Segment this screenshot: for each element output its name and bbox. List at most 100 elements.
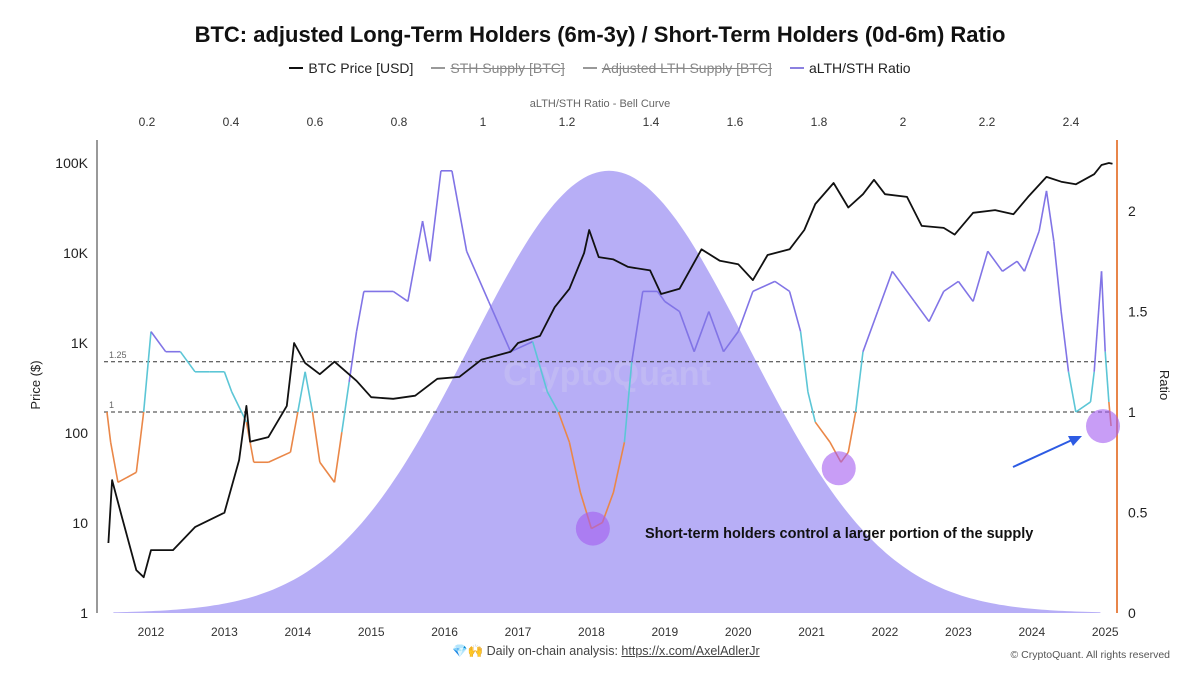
y-right-tick-label: 0.5 [1128,505,1148,521]
ratio-segment [392,290,409,303]
ratio-segment [943,280,959,293]
legend-item-price[interactable]: BTC Price [USD] [289,60,413,76]
ratio-segment [1001,260,1018,272]
ratio-segment [348,331,358,382]
ratio-segment [876,271,894,312]
ratio-segment [487,301,512,353]
legend-label: aLTH/STH Ratio [808,60,911,76]
ratio-segment [788,291,802,332]
ratio-segment [117,471,137,484]
ratio-segment [297,371,306,413]
top-axis-label: aLTH/STH Ratio - Bell Curve [530,98,670,110]
ratio-segment [774,280,791,293]
annotation-text: Short-term holders control a larger port… [645,526,1033,542]
ratio-segment [913,300,930,323]
legend-swatch [582,67,597,69]
diamond-hands-icon: 💎🙌 [452,644,484,658]
legend-label: Adjusted LTH Supply [BTC] [601,60,772,76]
legend-swatch [431,67,446,69]
highlight-circle [821,451,856,486]
bell-curve [113,170,1101,614]
ratio-segment [1104,351,1110,403]
y-right-tick-label: 2 [1128,203,1136,219]
ratio-segment [708,311,725,352]
ratio-segment [1075,401,1091,413]
ratio-segment [623,361,633,443]
ratio-segment [928,291,945,322]
ratio-segment [223,371,233,393]
ratio-segment [1016,260,1026,272]
x-tick-label: 2015 [358,625,385,639]
ratio-segment [319,461,336,483]
left-axis-label: Price ($) [28,360,43,409]
ratio-segment [807,391,817,423]
ratio-segment [557,411,571,443]
legend-label: BTC Price [USD] [308,60,414,76]
x-tick-label: 2018 [578,625,605,639]
ratio-segment [847,411,857,453]
ratio-segment [854,351,864,413]
watermark: CryptoQuant [503,355,711,393]
ratio-segment [109,442,119,483]
ratio-segment [231,391,248,423]
top-tick-label: 0.2 [139,115,156,129]
legend-item-ratio[interactable]: aLTH/STH Ratio [789,60,911,76]
top-tick-label: 0.6 [307,115,324,129]
ratio-segment [289,411,299,453]
ratio-segment [1089,371,1095,403]
ratio-segment [106,411,112,443]
ratio-segment [1053,241,1062,312]
y-right-tick-label: 1 [1128,404,1136,420]
ratio-segment [531,341,549,393]
chart-title: BTC: adjusted Long-Term Holders (6m-3y) … [194,22,1006,47]
x-tick-label: 2025 [1092,625,1119,639]
copyright: © CryptoQuant. All rights reserved [1010,649,1170,661]
y-left-tick-label: 1 [80,605,88,621]
ratio-segment [957,280,974,302]
ratio-segment [429,170,442,262]
ratio-segment [656,290,666,302]
x-tick-label: 2016 [431,625,458,639]
x-tick-label: 2020 [725,625,752,639]
x-tick-label: 2014 [284,625,311,639]
ratio-segment [862,311,879,352]
ratio-segment [1093,271,1103,372]
ratio-segment [304,371,314,413]
ratio-segment [311,411,321,463]
legend-swatch [789,67,804,69]
top-tick-label: 0.4 [223,115,240,129]
ratio-segment [612,441,626,493]
legend-item-lth[interactable]: Adjusted LTH Supply [BTC] [582,60,772,76]
top-tick-label: 2 [900,115,907,129]
top-tick-label: 1.2 [559,115,576,129]
ratio-segment [1100,271,1106,352]
ratio-segment [150,331,167,353]
ratio-segment [630,291,644,362]
x-tick-label: 2021 [798,625,825,639]
y-left-tick-label: 10K [63,245,89,261]
ratio-segment [341,381,350,433]
legend-item-sth[interactable]: STH Supply [BTC] [431,60,565,76]
ratio-segment [1045,190,1055,242]
price-series [107,162,1113,579]
ratio-segment [407,220,424,302]
reference-line-label: 1.25 [109,350,127,360]
x-tick-label: 2019 [651,625,678,639]
price-line [107,162,1113,579]
y-left-tick-label: 10 [72,515,88,531]
highlights [575,409,1120,546]
highlight-circle [575,511,610,546]
y-left-tick-label: 100 [65,425,89,441]
footer-link[interactable]: https://x.com/AxelAdlerJr [621,644,760,658]
ratio-segment [135,411,145,473]
x-tick-label: 2024 [1018,625,1045,639]
top-tick-label: 1.6 [727,115,744,129]
legend-swatch [289,67,304,69]
x-tick-label: 2013 [211,625,238,639]
ratio-segment [355,291,365,332]
reference-line-label: 1 [109,400,114,410]
ratio-segment [678,311,695,352]
ratio-series [106,170,1112,530]
ratio-segment [987,250,1004,272]
